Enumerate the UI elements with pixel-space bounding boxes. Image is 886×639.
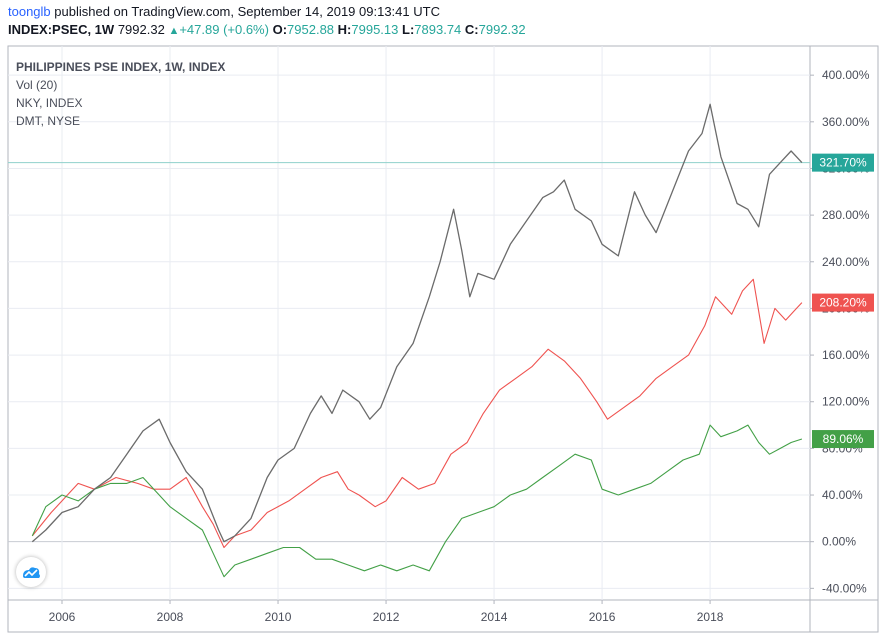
close-value: 7992.32 [478,22,526,37]
x-tick-label: 2006 [49,610,76,624]
symbol-label: INDEX:PSEC, 1W [8,22,115,37]
last-value-label: 89.06% [823,432,864,446]
legend-main-series[interactable]: PHILIPPINES PSE INDEX, 1W, INDEX [16,60,226,74]
up-arrow-icon: ▲ [168,25,180,37]
low-label: L: [402,22,415,37]
change-value: +47.89 (+0.6%) [179,22,269,37]
y-tick-label: 40.00% [822,488,863,502]
last-value-label: 321.70% [819,156,867,170]
chart-legend: PHILIPPINES PSE INDEX, 1W, INDEX Vol (20… [16,58,225,130]
y-tick-label: 120.00% [822,395,870,409]
chart-frame [7,45,879,633]
series-line-psec [31,103,803,543]
open-value: 7952.88 [287,22,335,37]
x-tick-label: 2008 [157,610,184,624]
last-value-badge [812,430,874,449]
series-line-nky [31,278,803,549]
legend-nky[interactable]: NKY, INDEX [16,96,83,110]
last-value-badge [812,293,874,312]
x-tick-label: 2012 [373,610,400,624]
publish-text: published on TradingView.com, September … [54,4,440,19]
x-tick-label: 2010 [265,610,292,624]
last-value-label: 208.20% [819,296,867,310]
price-value: 7992.32 [117,22,165,37]
x-tick-label: 2014 [481,610,508,624]
y-tick-label: 400.00% [822,68,870,82]
x-tick-label: 2016 [589,610,616,624]
high-value: 7995.13 [351,22,399,37]
series-line-dmt [31,424,803,578]
low-value: 7893.74 [414,22,462,37]
y-tick-label: 0.00% [822,535,856,549]
x-tick-label: 2018 [697,610,724,624]
y-tick-label: 280.00% [822,208,870,222]
legend-dmt[interactable]: DMT, NYSE [16,114,81,128]
last-value-badge [812,153,874,172]
legend-volume[interactable]: Vol (20) [16,78,58,92]
y-tick-label: 360.00% [822,115,870,129]
close-label: C: [464,22,479,37]
author-link[interactable]: toonglb [8,4,51,19]
y-tick-label: 240.00% [822,255,870,269]
tradingview-logo-icon[interactable] [16,557,46,587]
publish-info: toonglb published on TradingView.com, Se… [8,4,440,19]
high-label: H: [337,22,352,37]
y-tick-label: 160.00% [822,348,870,362]
open-label: O: [272,22,288,37]
symbol-info: INDEX:PSEC, 1W 7992.32 ▲+47.89 (+0.6%) O… [8,22,526,37]
y-tick-label: -40.00% [822,581,867,595]
